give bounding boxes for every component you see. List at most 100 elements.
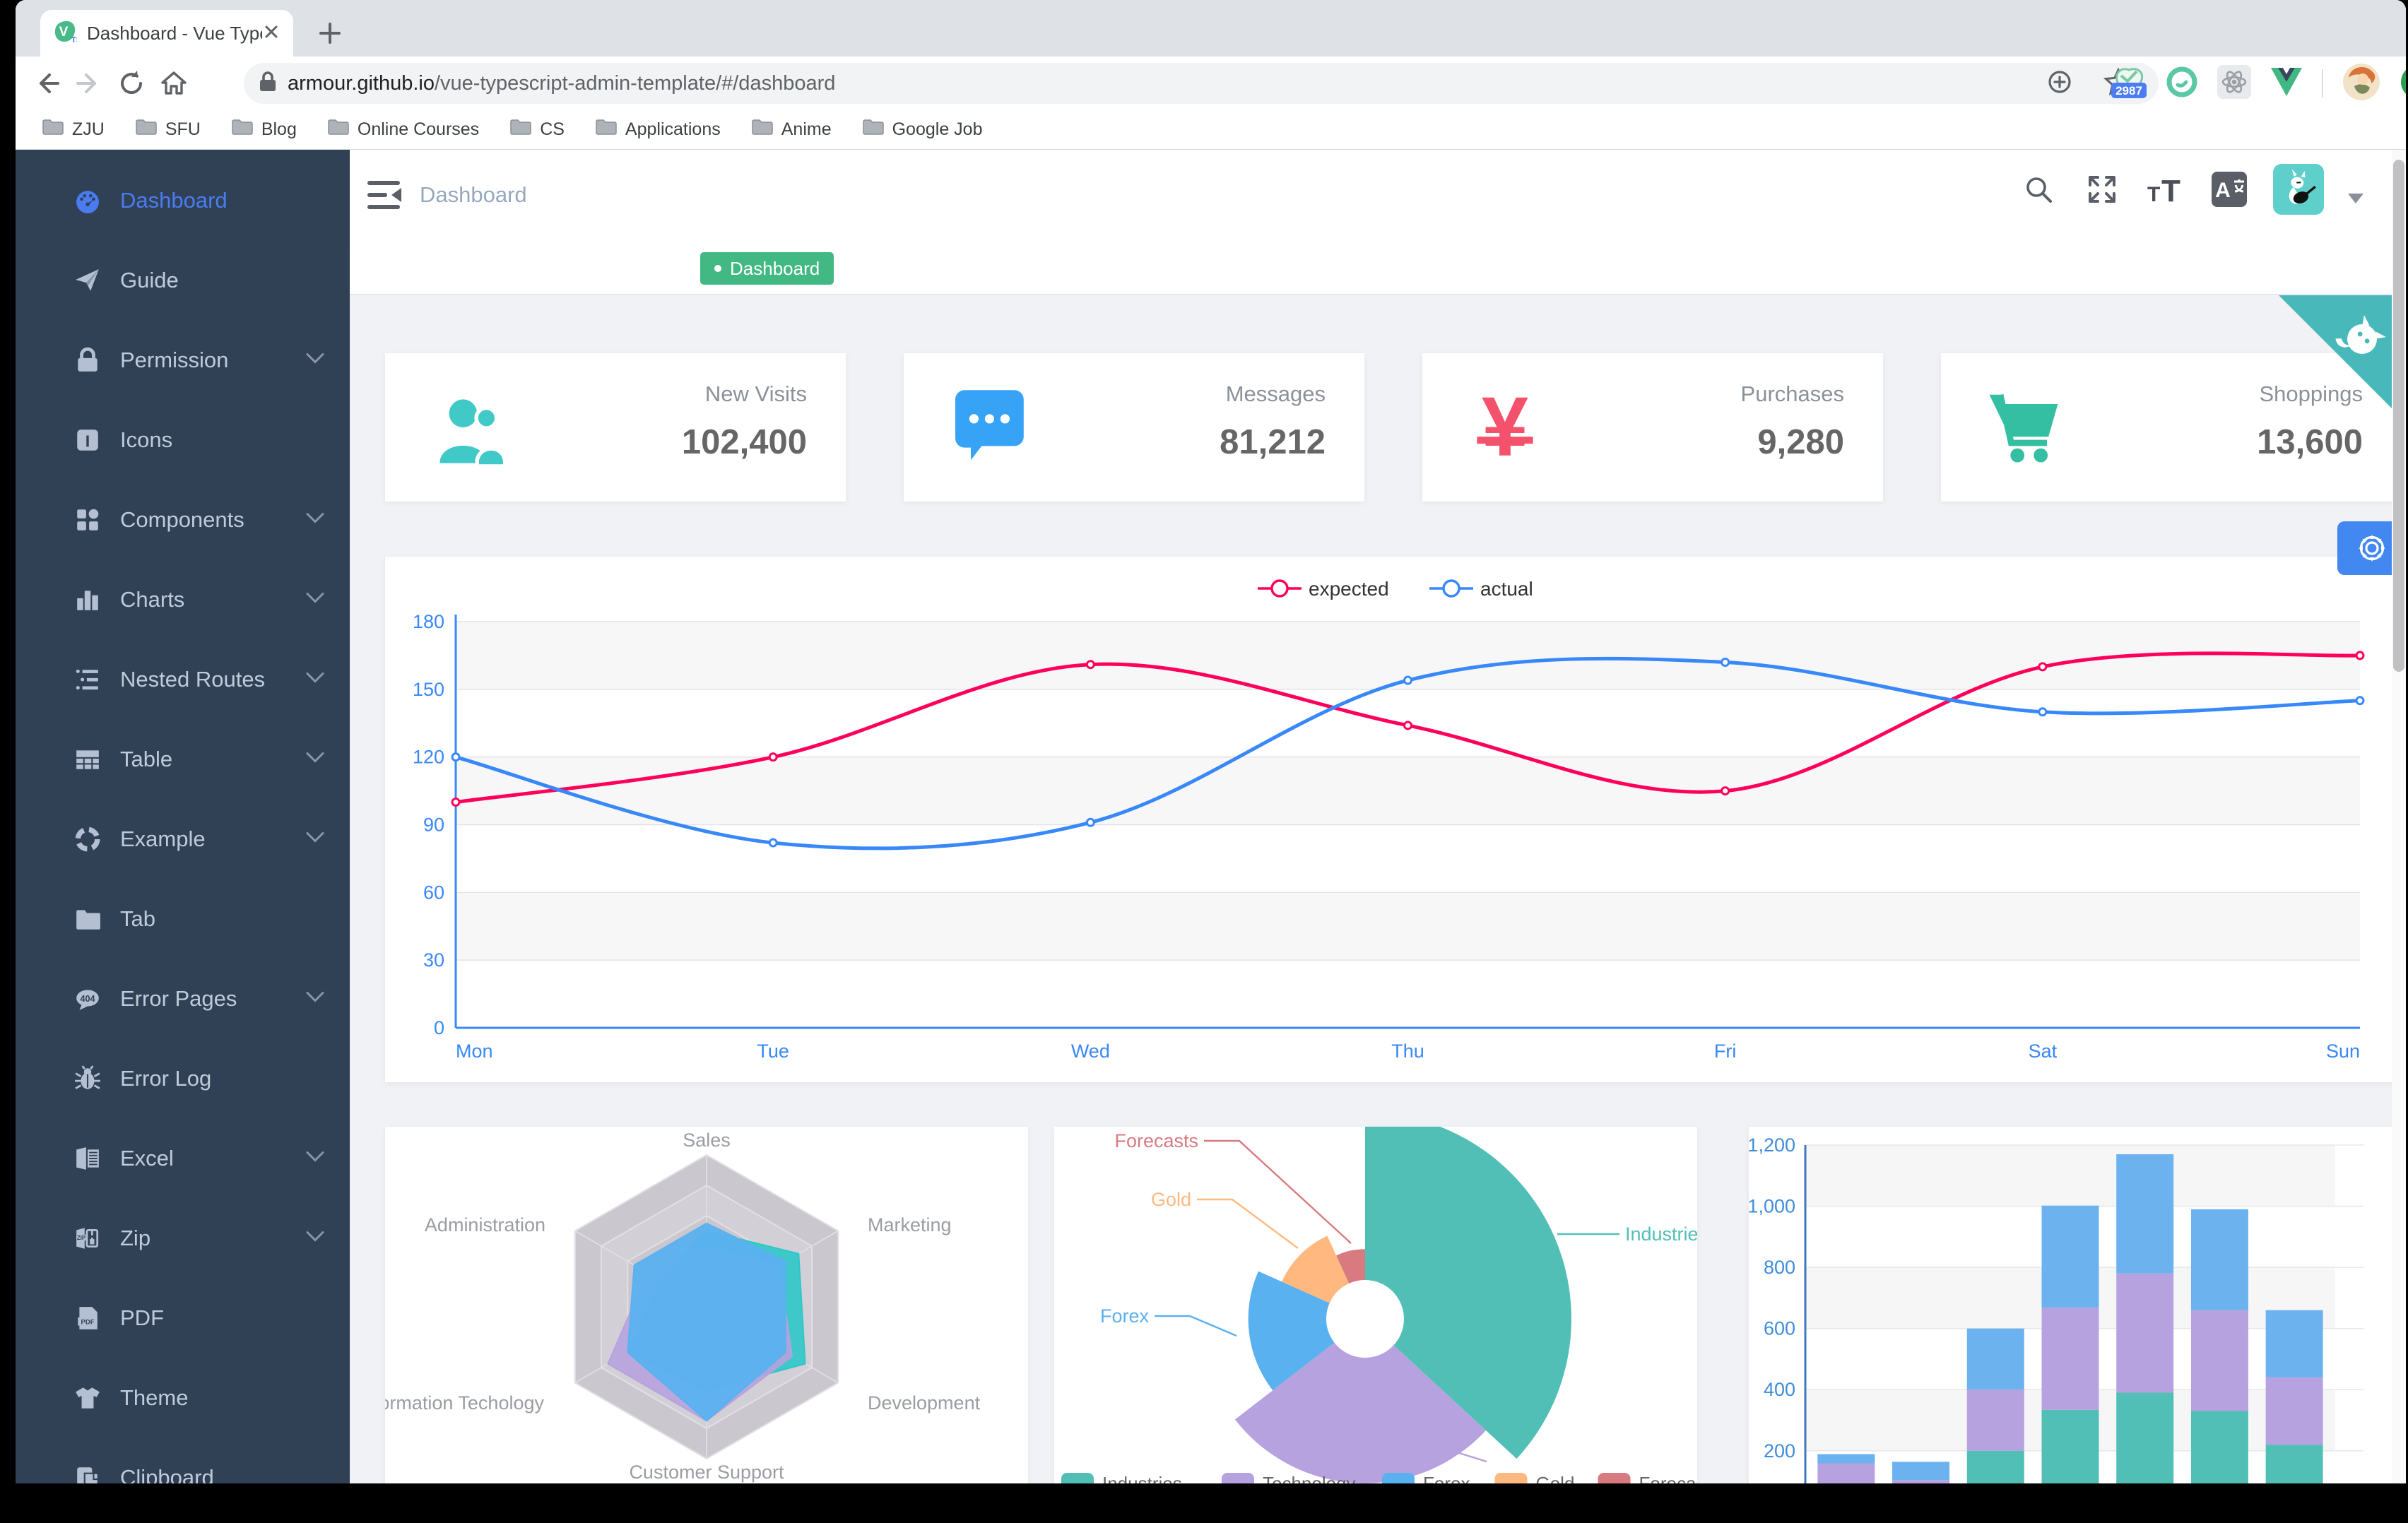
stat-card-shoppings[interactable]: Shoppings 13,600 [1941,353,2402,502]
bar-chart[interactable]: 200 400 600 800 1,000 1,200 [1749,1127,2392,1483]
extension-react-icon[interactable] [2217,64,2251,102]
bookmark-item[interactable]: Blog [232,119,297,141]
stat-label: Messages [1225,381,1326,406]
icons-icon: I [74,427,101,454]
svg-text:404: 404 [80,994,95,1004]
bookmark-item[interactable]: Anime [751,119,832,141]
theme-icon [74,1385,101,1411]
bookmark-item[interactable]: ZJU [42,119,105,141]
sidebar-item-label: Error Log [120,1066,212,1091]
sidebar-item-charts[interactable]: Charts [16,559,350,639]
svg-text:120: 120 [413,747,444,768]
message-icon [948,389,1032,473]
sidebar-item-permission[interactable]: Permission [16,320,350,400]
stat-card-purchases[interactable]: ¥ Purchases 9,280 [1422,353,1883,502]
stat-label: Purchases [1740,381,1844,406]
charts-icon [74,586,101,613]
sidebar-item-components[interactable]: Components [16,480,350,559]
sidebar-item-guide[interactable]: Guide [16,240,350,320]
back-icon[interactable] [25,62,68,105]
stat-card-messages[interactable]: Messages 81,212 [904,353,1364,502]
chevron-down-icon [306,512,324,527]
sidebar-item-label: Zip [120,1226,151,1251]
tab-close-icon[interactable] [262,23,281,45]
svg-text:Customer Support: Customer Support [629,1462,784,1483]
zoom-page-icon[interactable] [2046,68,2074,100]
extension-ring-icon[interactable] [2165,65,2199,102]
components-icon [74,506,101,533]
folder-icon [751,119,773,141]
browser-tab[interactable]: VTS Dashboard - Vue Typescript Ad [40,10,293,57]
stat-card-new-visits[interactable]: New Visits 102,400 [385,353,846,502]
sidebar-item-label: PDF [120,1305,164,1331]
lock-icon [74,347,101,374]
sidebar-item-pdf[interactable]: PDF PDF [16,1279,350,1358]
browser-update-icon[interactable] [2400,64,2406,104]
svg-text:Sun: Sun [2326,1041,2360,1062]
fullscreen-icon[interactable] [2082,170,2122,209]
svg-text:400: 400 [1764,1379,1795,1400]
extension-checker-icon[interactable]: 2987 [2111,66,2147,102]
forward-icon[interactable] [68,62,110,105]
bookmark-item[interactable]: Online Courses [328,119,479,141]
sidebar-item-theme[interactable]: Theme [16,1358,350,1438]
sidebar-item-tab[interactable]: Tab [16,879,350,959]
user-avatar[interactable] [2273,164,2324,215]
reload-icon[interactable] [110,62,153,105]
stat-value: 9,280 [1757,423,1844,461]
search-icon[interactable] [2019,170,2058,209]
line-chart[interactable]: 0 30 60 90 120 150 180 Mon Tue Wed Thu Fri Sat Sun exp… [385,557,2402,1082]
bookmark-item[interactable]: Google Job [862,119,982,141]
sidebar-item-zip[interactable]: ZIP Zip [16,1199,350,1279]
sidebar-item-dashboard[interactable]: Dashboard [16,160,350,240]
tab-strip: VTS Dashboard - Vue Typescript Ad [16,0,2406,57]
page-scrollbar[interactable] [2392,150,2406,1483]
url-bar[interactable]: armour.github.io/vue-typescript-admin-te… [244,63,2159,104]
bookmark-item[interactable]: CS [510,119,565,141]
sidebar-item-nested-routes[interactable]: Nested Routes [16,639,350,719]
sidebar-item-error-pages[interactable]: 404 Error Pages [16,959,350,1039]
sidebar-item-clipboard[interactable]: Clipboard [16,1438,350,1483]
svg-text:Administration: Administration [425,1214,545,1235]
sidebar-item-error-log[interactable]: Error Log [16,1039,350,1119]
svg-text:Development: Development [868,1392,981,1414]
chevron-down-icon [306,992,324,1007]
screen-letterbox [0,1483,2408,1523]
caret-down-icon[interactable] [2348,194,2363,203]
chevron-down-icon [306,1231,324,1246]
sidebar-item-table[interactable]: Table [16,719,350,799]
lock-icon[interactable] [258,71,278,97]
toolbar-separator [2322,69,2323,97]
profile-avatar[interactable] [2342,62,2381,105]
bug-icon [74,1065,101,1092]
bookmark-item[interactable]: SFU [136,119,201,141]
translate-icon[interactable]: A [2209,170,2249,209]
new-tab-button[interactable] [312,16,348,51]
tag-label: Dashboard [730,257,820,279]
radar-chart[interactable]: Sales Administration Information Techology… [385,1127,1028,1483]
sidebar-item-excel[interactable]: Excel [16,1119,350,1199]
bookmark-label: Anime [781,119,832,139]
chevron-down-icon [306,1151,324,1166]
bookmark-label: Applications [625,119,721,139]
sidebar-item-icons[interactable]: I Icons [16,400,350,480]
sidebar-item-label: Theme [120,1385,189,1411]
svg-text:ZIP: ZIP [77,1235,85,1241]
svg-text:200: 200 [1764,1440,1795,1462]
bookmark-item[interactable]: Applications [596,119,721,141]
sidebar-item-example[interactable]: Example [16,799,350,879]
tag-dashboard[interactable]: Dashboard [700,252,834,285]
scrollbar-thumb[interactable] [2393,160,2404,672]
folder-icon [328,119,349,141]
hamburger-icon[interactable] [367,179,404,214]
svg-text:600: 600 [1764,1318,1795,1339]
github-corner[interactable] [2279,295,2406,426]
extension-vue-icon[interactable] [2270,66,2303,101]
home-icon[interactable] [153,62,195,105]
bookmark-label: CS [540,119,565,139]
svg-text:Tue: Tue [757,1041,789,1062]
url-text: armour.github.io/vue-typescript-admin-te… [288,71,836,95]
svg-text:Industries: Industries [1625,1223,1697,1245]
pie-chart[interactable]: Industries Technology Forex Gold Forecasts In… [1054,1127,1697,1483]
